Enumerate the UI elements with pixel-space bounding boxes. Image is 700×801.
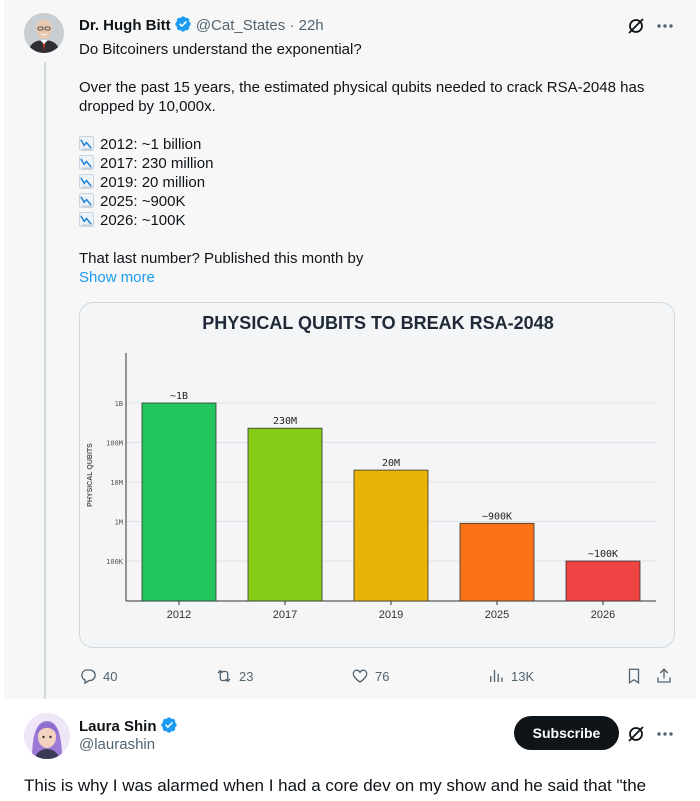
- stat-list-text: 2012: ~1 billion: [100, 136, 202, 153]
- bookmark-icon: [628, 668, 640, 685]
- chart-decreasing-emoji-icon: [79, 136, 94, 151]
- stat-list-text: 2026: ~100K: [100, 212, 186, 229]
- stat-list-item: 2025: ~900K: [79, 192, 186, 211]
- separator-dot: ·: [289, 17, 295, 34]
- reply-author-handle[interactable]: @laurashin: [79, 736, 156, 753]
- x-tick-label: 2026: [591, 609, 615, 621]
- stat-list-item: 2012: ~1 billion: [79, 135, 201, 154]
- tweet-text-line: Do Bitcoiners understand the exponential…: [79, 41, 362, 58]
- reply-text: This is why I was alarmed when I had a c…: [24, 776, 647, 795]
- chart-image[interactable]: PHYSICAL QUBITS TO BREAK RSA-2048 100K 1M 1…: [79, 302, 675, 648]
- bar-chart: PHYSICAL QUBITS TO BREAK RSA-2048 100K 1M 1…: [87, 313, 656, 621]
- tweet-text-line: That last number? Published this month b…: [79, 250, 364, 267]
- bar: [247, 427, 323, 602]
- tweet-actions-bar: 40 23 76 13K: [79, 666, 679, 686]
- y-tick-label: 10M: [110, 479, 123, 487]
- tweet-text-line: Over the past 15 years, the estimated ph…: [79, 79, 645, 96]
- bookmark-button[interactable]: [625, 666, 643, 686]
- like-button[interactable]: 76: [351, 666, 389, 686]
- grok-icon[interactable]: [626, 724, 646, 744]
- reply-icon: [81, 669, 96, 685]
- reply-count: 40: [103, 668, 118, 684]
- repost-icon: [217, 669, 231, 683]
- view-count: 13K: [511, 668, 535, 684]
- y-axis-label: PHYSICAL QUBITS: [87, 443, 94, 507]
- author-name[interactable]: Dr. Hugh Bitt: [79, 17, 171, 34]
- chart-decreasing-emoji-icon: [79, 212, 94, 227]
- reply-author-name[interactable]: Laura Shin: [79, 716, 178, 739]
- reply-author-name-text: Laura Shin: [79, 718, 157, 735]
- stat-list-item: 2017: 230 million: [79, 154, 213, 173]
- x-tick-label: 2025: [485, 609, 509, 621]
- share-button[interactable]: [655, 666, 673, 686]
- chart-decreasing-emoji-icon: [79, 193, 94, 208]
- author-avatar[interactable]: [24, 13, 64, 53]
- share-icon: [657, 668, 671, 683]
- bar-data-label: ~1B: [170, 391, 188, 402]
- verified-badge-icon: [160, 716, 178, 739]
- show-more-link[interactable]: Show more: [79, 269, 155, 286]
- heart-icon: [352, 669, 368, 683]
- bar-data-label: ~100K: [588, 549, 618, 560]
- stat-list-text: 2017: 230 million: [100, 155, 214, 172]
- stat-list-item: 2019: 20 million: [79, 173, 205, 192]
- views-button[interactable]: 13K: [487, 666, 534, 686]
- repost-button[interactable]: 23: [215, 666, 253, 686]
- stat-list-text: 2025: ~900K: [100, 193, 186, 210]
- grok-icon[interactable]: [626, 16, 646, 36]
- like-count: 76: [375, 668, 390, 684]
- reply-button[interactable]: 40: [79, 666, 117, 686]
- chart-title: PHYSICAL QUBITS TO BREAK RSA-2048: [202, 313, 553, 333]
- thread-connector-line: [44, 62, 46, 713]
- y-tick-label: 1B: [115, 400, 123, 408]
- more-options-icon[interactable]: [654, 724, 676, 744]
- y-tick-label: 100M: [106, 440, 123, 448]
- tweet-text-line: dropped by 10,000x.: [79, 98, 216, 115]
- y-tick-label: 1M: [115, 519, 123, 527]
- bar-data-label: 230M: [273, 416, 297, 427]
- timestamp[interactable]: 22h: [298, 17, 324, 34]
- bar: [141, 402, 217, 602]
- reply-author-avatar[interactable]: [24, 713, 70, 759]
- stat-list-item: 2026: ~100K: [79, 211, 186, 230]
- author-handle[interactable]: @Cat_States: [195, 17, 286, 34]
- x-tick-label: 2012: [167, 609, 191, 621]
- x-tick-label: 2017: [273, 609, 297, 621]
- verified-badge-icon: [174, 15, 192, 38]
- bar: [565, 560, 641, 602]
- views-chart-icon: [490, 670, 503, 682]
- x-tick-label: 2019: [379, 609, 403, 621]
- subscribe-button[interactable]: Subscribe: [514, 716, 619, 750]
- bar: [353, 469, 429, 602]
- chart-decreasing-emoji-icon: [79, 174, 94, 189]
- chart-decreasing-emoji-icon: [79, 155, 94, 170]
- bar-data-label: 20M: [382, 458, 400, 469]
- bar: [459, 522, 535, 602]
- repost-count: 23: [239, 668, 254, 684]
- bar-data-label: ~900K: [482, 511, 512, 522]
- more-options-icon[interactable]: [654, 16, 676, 36]
- stat-list-text: 2019: 20 million: [100, 174, 206, 191]
- y-tick-label: 100K: [106, 558, 124, 566]
- tweet-header: Dr. Hugh Bitt @Cat_States · 22h: [79, 15, 324, 38]
